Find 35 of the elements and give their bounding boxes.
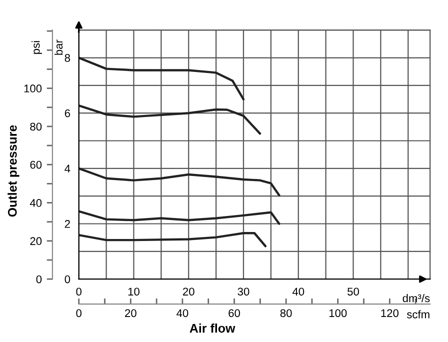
x2-tick-label: 120 — [381, 309, 399, 318]
x2-tick-label: 80 — [280, 309, 292, 318]
y-tick-label: 6 — [64, 109, 70, 118]
line-series — [78, 167, 280, 196]
y-tick-label: 2 — [64, 220, 70, 228]
y-tick-label: 4 — [64, 164, 70, 172]
x-tick-label: 40 — [292, 288, 304, 296]
x-axis-title: dm³/s — [402, 294, 430, 302]
y2-tick-label: 0 — [36, 275, 42, 284]
line-series — [78, 104, 262, 135]
x-tick-label: 20 — [182, 288, 194, 296]
x-tick-label: 0 — [76, 288, 82, 296]
x2-tick-label: 20 — [125, 309, 136, 318]
y-axis-title: bar — [54, 40, 63, 55]
x2-tick-label: 100 — [329, 309, 347, 318]
x2-tick-label: 0 — [76, 309, 82, 318]
text: Outlet pressure — [8, 125, 20, 217]
y2-tick-label: 60 — [30, 160, 42, 169]
line-series — [78, 56, 245, 100]
y2-tick-label: 20 — [30, 237, 42, 246]
y2-tick-label: 40 — [30, 199, 42, 207]
x2-tick-label: 60 — [228, 309, 240, 318]
y2-tick-label: 80 — [30, 122, 42, 131]
x-tick-label: 30 — [238, 288, 250, 296]
y-tick-label: 0 — [64, 275, 70, 284]
x2-axis-title: scfm — [406, 310, 430, 318]
x-tick-label: 10 — [128, 288, 140, 296]
line-series — [78, 232, 267, 248]
x-tick-label: 50 — [348, 288, 359, 296]
y-tick-label: 8 — [64, 54, 70, 62]
y2-axis-title: psi — [32, 41, 42, 54]
line-series — [78, 210, 280, 225]
y2-tick-label: 100 — [24, 84, 42, 92]
text: Air flow — [190, 324, 236, 333]
x2-tick-label: 40 — [176, 309, 188, 318]
